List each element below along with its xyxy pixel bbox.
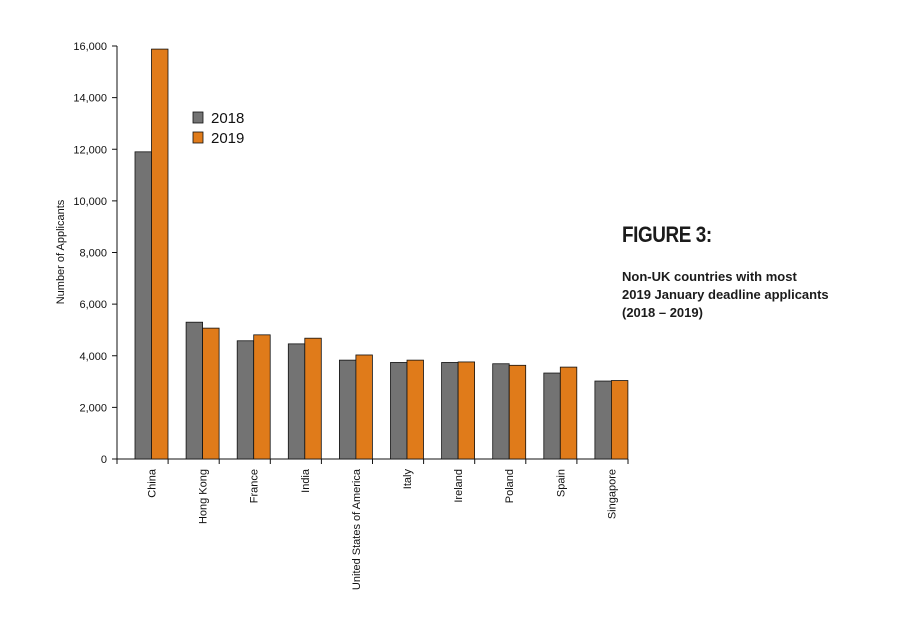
bar-2019 xyxy=(202,327,220,460)
bar-2018 xyxy=(287,343,306,460)
y-tick-label: 8,000 xyxy=(79,248,107,260)
y-axis-title: Number of Applicants xyxy=(55,199,67,304)
y-tick-label: 4,000 xyxy=(79,351,107,363)
legend-swatch-2018 xyxy=(192,111,204,124)
x-tick-label: Ireland xyxy=(453,469,465,503)
bar-2018 xyxy=(134,151,152,460)
bar-2018 xyxy=(594,380,612,460)
legend: 2018 2019 xyxy=(192,110,244,147)
bar-2018 xyxy=(185,321,204,460)
y-tick-label: 6,000 xyxy=(79,299,107,311)
x-axis: China Hong Kong France India United States o… xyxy=(116,458,629,590)
bar-2018 xyxy=(441,362,459,460)
bar-2019 xyxy=(457,361,476,460)
y-tick-label: 12,000 xyxy=(73,144,107,156)
legend-swatch-2019 xyxy=(192,131,204,144)
bar-2019 xyxy=(508,364,527,460)
x-tick-label: Hong Kong xyxy=(198,469,210,524)
y-tick-label: 14,000 xyxy=(73,93,107,105)
legend-label-2019: 2019 xyxy=(211,130,244,147)
bar-2018 xyxy=(236,340,255,460)
x-tick-label: China xyxy=(147,468,159,498)
x-tick-label: Spain xyxy=(555,469,567,497)
bar-2019 xyxy=(355,354,373,460)
bar-2019 xyxy=(611,380,629,460)
y-tick-label: 10,000 xyxy=(73,196,107,208)
figure-caption: FIGURE 3: Non-UK countries with most 201… xyxy=(622,222,882,322)
bar-2019 xyxy=(559,366,578,460)
bar-2019 xyxy=(304,337,322,460)
y-tick-label: 16,000 xyxy=(73,41,107,53)
bar-2018 xyxy=(543,372,561,460)
figure-subtitle: Non-UK countries with most 2019 January … xyxy=(622,269,829,320)
x-tick-label: Singapore xyxy=(606,469,618,519)
bars xyxy=(134,48,629,460)
bar-2018 xyxy=(338,359,357,460)
x-tick-label: Italy xyxy=(402,469,414,490)
legend-label-2018: 2018 xyxy=(211,110,244,127)
bar-2019 xyxy=(253,334,271,460)
y-axis: 0 2,000 4,000 6,000 8,000 10,000 12,000 14,000 1… xyxy=(73,41,118,466)
x-tick-label: India xyxy=(300,468,312,493)
bar-2019 xyxy=(406,359,424,460)
x-tick-label: France xyxy=(249,469,261,503)
x-tick-label: Poland xyxy=(504,469,516,503)
bar-2018 xyxy=(492,363,510,460)
bar-2019 xyxy=(151,48,169,460)
y-tick-label: 0 xyxy=(101,454,107,466)
bar-2018 xyxy=(390,362,408,460)
figure-title: FIGURE 3: xyxy=(622,222,712,247)
y-tick-label: 2,000 xyxy=(79,402,107,414)
x-tick-label: United States of America xyxy=(351,468,363,590)
